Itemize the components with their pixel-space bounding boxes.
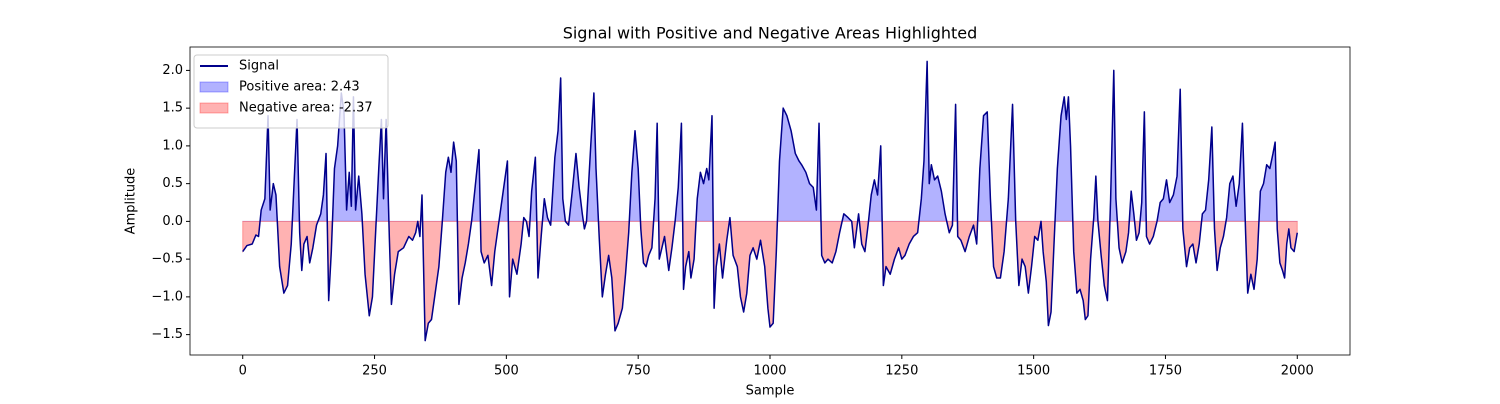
x-tick-label: 0 (239, 364, 247, 379)
x-tick-label: 1500 (1017, 364, 1050, 379)
x-tick-label: 500 (494, 364, 519, 379)
y-tick-label: −1.5 (151, 327, 183, 342)
y-tick-label: −1.0 (151, 289, 183, 304)
legend-label: Negative area: -2.37 (239, 101, 373, 116)
legend-handle (199, 81, 229, 93)
legend-box (193, 54, 389, 129)
y-tick-label: 1.5 (162, 101, 183, 116)
x-tick-label: 750 (626, 364, 651, 379)
signal-line (242, 60, 1299, 342)
x-tick-label: 1250 (885, 364, 918, 379)
x-tick-label: 1750 (1149, 364, 1182, 379)
y-tick-label: 1.0 (162, 138, 183, 153)
y-tick-label: 0.0 (162, 214, 183, 229)
legend: Signal Positive area: 2.43 Negative area: … (193, 54, 389, 129)
legend-label: Positive area: 2.43 (239, 80, 360, 95)
negative-area (242, 220, 1298, 341)
plot-frame (189, 46, 1351, 356)
y-tick-label: 2.0 (162, 63, 183, 78)
x-axis-label: Sample (746, 384, 795, 399)
legend-handle (199, 102, 229, 114)
y-tick-label: −0.5 (151, 252, 183, 267)
legend-label: Signal (239, 59, 279, 74)
chart-title: Signal with Positive and Negative Areas … (563, 24, 978, 43)
y-axis-label: Amplitude (124, 168, 139, 235)
x-tick-label: 2000 (1281, 364, 1314, 379)
x-tick-label: 250 (362, 364, 387, 379)
x-tick-label: 1000 (753, 364, 786, 379)
y-tick-label: 0.5 (162, 176, 183, 191)
